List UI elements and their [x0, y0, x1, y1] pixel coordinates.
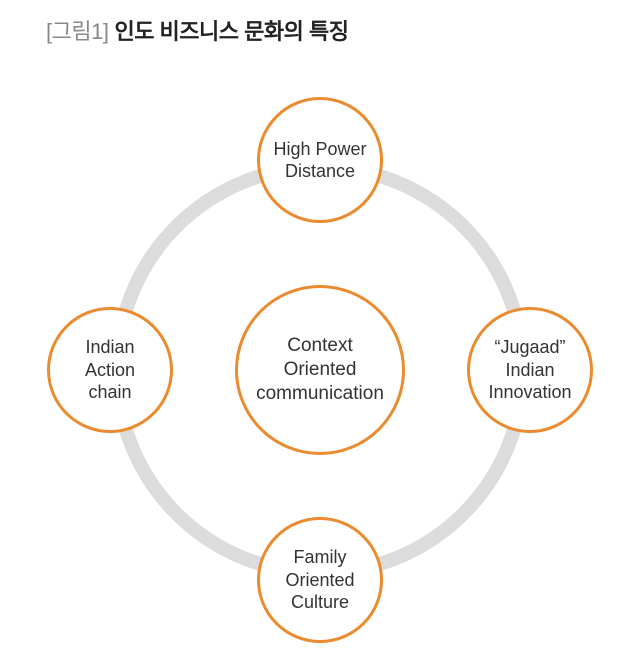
node-center: Context Oriented communication [235, 285, 405, 455]
node-top: High Power Distance [257, 97, 383, 223]
diagram-canvas: Context Oriented communication High Power… [0, 0, 640, 653]
node-left: Indian Action chain [47, 307, 173, 433]
node-bottom: Family Oriented Culture [257, 517, 383, 643]
node-right: “Jugaad” Indian Innovation [467, 307, 593, 433]
